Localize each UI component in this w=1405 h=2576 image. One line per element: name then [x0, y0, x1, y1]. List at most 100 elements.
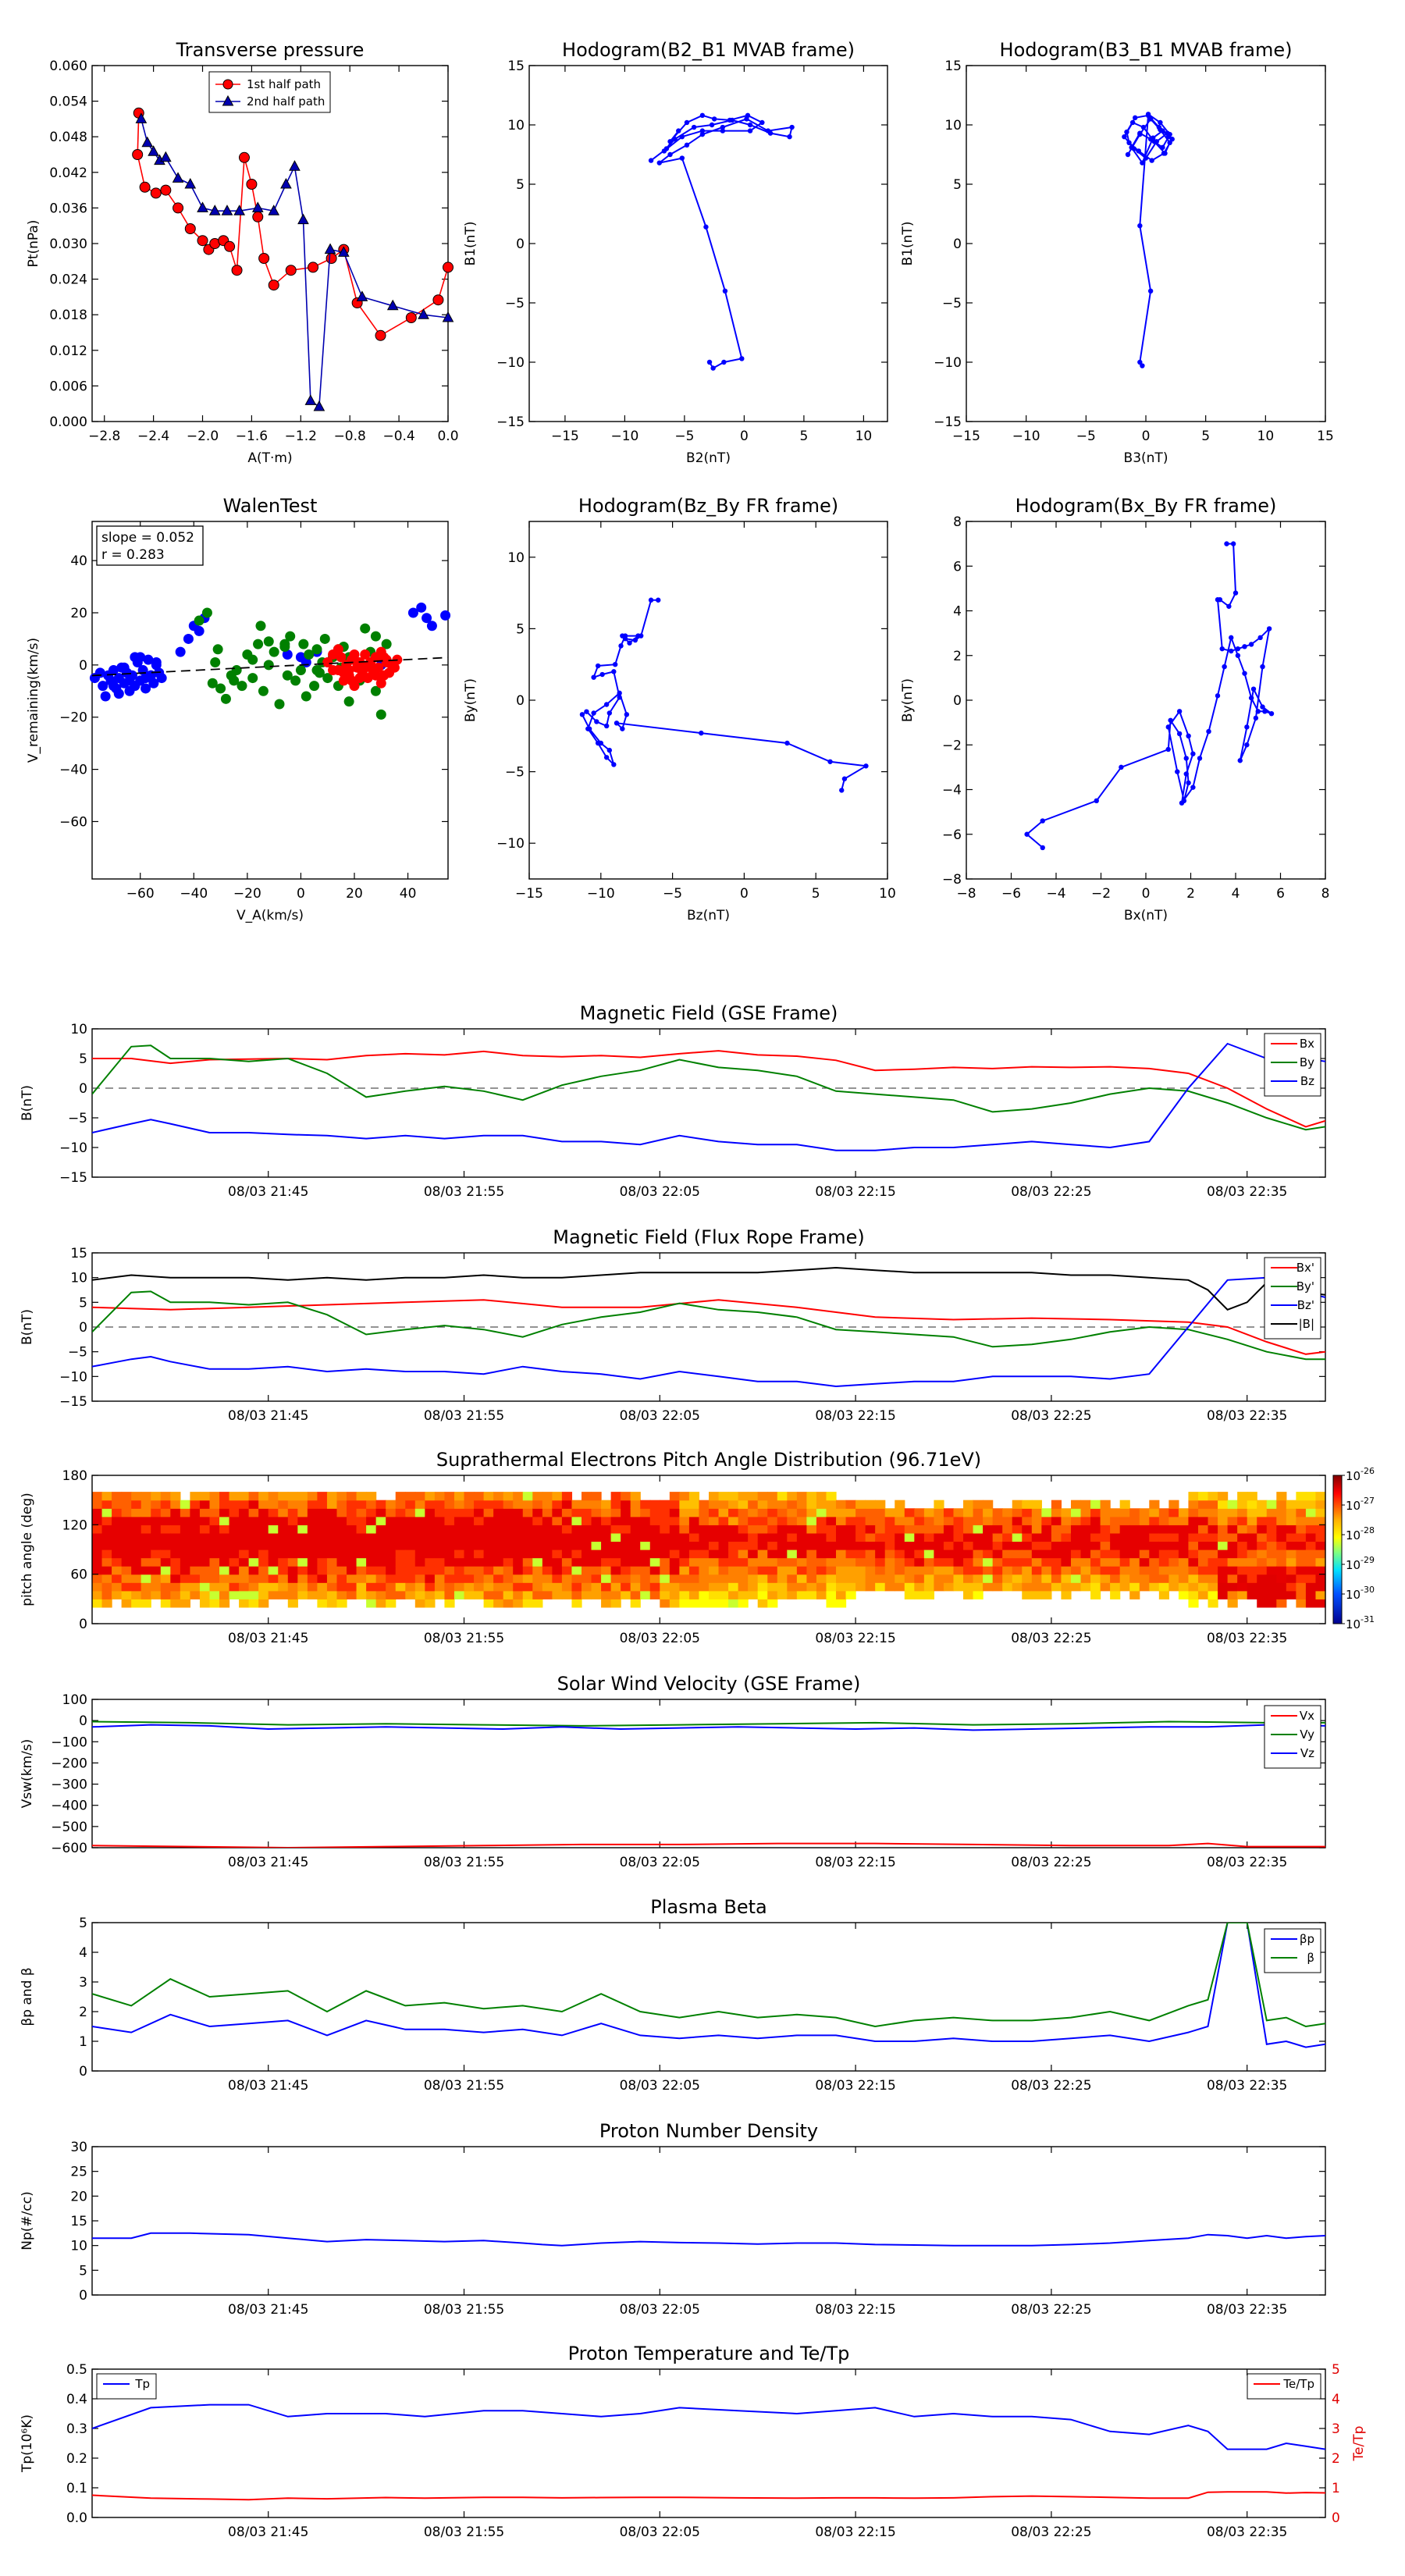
data-point	[98, 681, 108, 692]
heatmap-cell	[1178, 1566, 1190, 1575]
heatmap-cell	[454, 1582, 465, 1592]
heatmap-cell	[552, 1582, 563, 1592]
heatmap-cell	[1090, 1574, 1101, 1583]
heatmap-cell	[248, 1599, 259, 1608]
data-point	[603, 755, 610, 760]
heatmap-cell	[796, 1508, 807, 1517]
heatmap-cell	[738, 1599, 749, 1608]
heatmap-cell	[669, 1590, 680, 1599]
x-tick-label: −40	[180, 886, 208, 902]
heatmap-cell	[336, 1550, 347, 1559]
heatmap-cell	[669, 1582, 680, 1592]
heatmap-cell	[738, 1574, 749, 1583]
heatmap-cell	[1070, 1525, 1082, 1534]
legend-label: Vy	[1300, 1727, 1314, 1742]
heatmap-cell	[1276, 1508, 1287, 1517]
heatmap-cell	[865, 1566, 876, 1575]
heatmap-cell	[444, 1550, 455, 1559]
y-tick-label: 0.030	[49, 237, 87, 252]
heatmap-cell	[855, 1566, 866, 1575]
heatmap-cell	[366, 1566, 377, 1575]
heatmap-cell	[679, 1574, 690, 1583]
heatmap-cell	[131, 1508, 142, 1517]
y-axis-label: B1(nT)	[463, 222, 478, 266]
x-tick-label: 08/03 21:45	[228, 1408, 308, 1424]
heatmap-cell	[1149, 1550, 1160, 1559]
legend-label: βp	[1300, 1932, 1314, 1946]
heatmap-cell	[395, 1541, 406, 1550]
heatmap-cell	[581, 1582, 592, 1592]
heatmap-cell	[640, 1590, 651, 1599]
heatmap-cell	[1305, 1574, 1317, 1583]
heatmap-cell	[112, 1574, 123, 1583]
heatmap-cell	[239, 1550, 250, 1559]
heatmap-cell	[855, 1574, 866, 1583]
heatmap-cell	[610, 1525, 621, 1534]
heatmap-cell	[1218, 1516, 1229, 1525]
annotation-box	[96, 525, 204, 566]
heatmap-cell	[1061, 1541, 1072, 1550]
heatmap-cell	[660, 1574, 670, 1583]
heatmap-cell	[239, 1508, 250, 1517]
heatmap-cell	[845, 1582, 856, 1592]
heatmap-cell	[317, 1590, 328, 1599]
heatmap-cell	[209, 1500, 220, 1509]
y-tick-label: 6	[953, 559, 962, 575]
series-line	[92, 1299, 1325, 1355]
heatmap-cell	[190, 1550, 201, 1559]
x-tick-label: 20	[346, 886, 363, 902]
heatmap-cell	[140, 1541, 151, 1550]
heatmap-cell	[405, 1508, 416, 1517]
heatmap-cell	[356, 1508, 367, 1517]
heatmap-cell	[151, 1516, 162, 1525]
heatmap-cell	[718, 1550, 729, 1559]
heatmap-cell	[356, 1532, 367, 1542]
heatmap-cell	[513, 1599, 524, 1608]
heatmap-cell	[395, 1582, 406, 1592]
heatmap-cell	[973, 1525, 984, 1534]
heatmap-cell	[688, 1541, 700, 1550]
heatmap-cell	[151, 1532, 162, 1542]
data-point	[1125, 151, 1131, 158]
heatmap-cell	[414, 1516, 425, 1525]
heatmap-cell	[1139, 1541, 1150, 1550]
heatmap-cell	[709, 1541, 720, 1550]
heatmap-cell	[934, 1557, 944, 1567]
y-tick-label: 0	[79, 1320, 87, 1336]
heatmap-cell	[561, 1550, 573, 1559]
heatmap-cell	[170, 1541, 181, 1550]
data-point	[617, 690, 622, 696]
heatmap-cell	[1266, 1508, 1277, 1517]
data-point	[258, 253, 270, 264]
heatmap-cell	[571, 1516, 582, 1525]
data-point	[201, 607, 212, 618]
heatmap-cell	[1149, 1574, 1160, 1583]
data-point	[584, 709, 589, 714]
heatmap-cell	[581, 1500, 592, 1509]
data-point	[1156, 124, 1162, 130]
heatmap-cell	[718, 1532, 729, 1542]
heatmap-cell	[1022, 1500, 1033, 1509]
y-tick-label: 0	[79, 1081, 87, 1097]
heatmap-cell	[140, 1550, 151, 1559]
heatmap-cell	[895, 1582, 905, 1592]
heatmap-cell	[199, 1500, 211, 1509]
y-tick-label: −10	[59, 1369, 87, 1385]
heatmap-cell	[522, 1557, 533, 1567]
heatmap-cell	[865, 1582, 876, 1592]
heatmap-cell	[101, 1550, 112, 1559]
heatmap-cell	[317, 1574, 328, 1583]
heatmap-cell	[1110, 1525, 1121, 1534]
heatmap-cell	[601, 1599, 612, 1608]
heatmap-cell	[101, 1516, 112, 1525]
y-tick-label: 180	[62, 1468, 87, 1484]
heatmap-cell	[1149, 1541, 1160, 1550]
heatmap-cell	[199, 1566, 211, 1575]
heatmap-cell	[395, 1557, 406, 1567]
data-point	[119, 662, 130, 673]
data-point	[618, 643, 624, 649]
heatmap-cell	[561, 1566, 573, 1575]
data-point	[620, 726, 625, 731]
colorbar-exponent: -27	[1361, 1496, 1375, 1506]
heatmap-cell	[483, 1566, 494, 1575]
